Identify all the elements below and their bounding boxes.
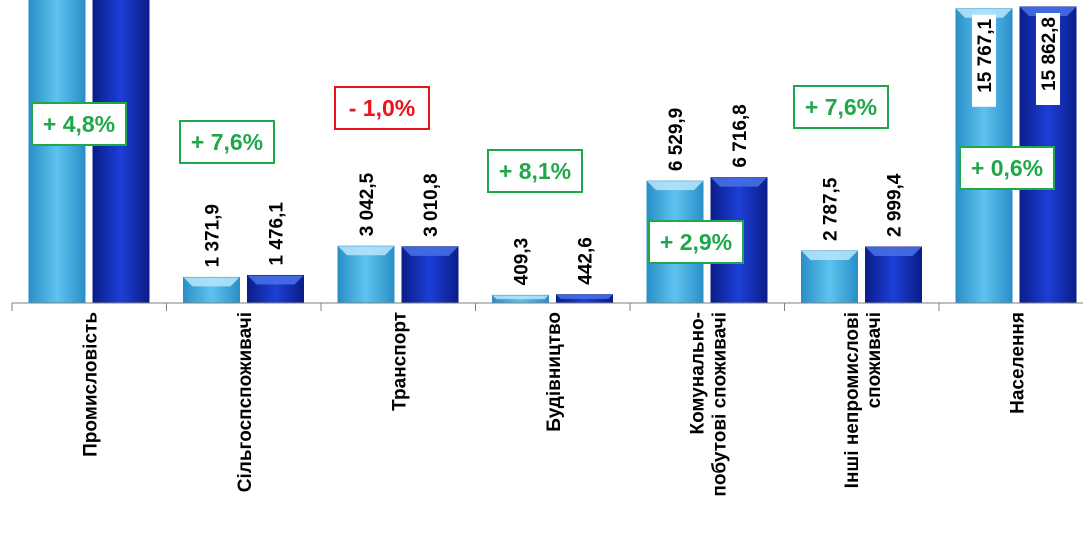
- bar-body: [28, 0, 86, 304]
- bar: [556, 294, 613, 304]
- value-label: 2 999,4: [885, 173, 906, 237]
- bar: [183, 276, 240, 304]
- bar: [801, 250, 858, 304]
- change-annotation: + 4,8%: [31, 102, 127, 146]
- bar-bevel: [492, 295, 549, 300]
- change-text: + 7,6%: [805, 94, 877, 120]
- value-label: 3 042,5: [357, 172, 378, 236]
- category-label: Будівництво: [544, 312, 565, 432]
- bar-body: [92, 0, 150, 304]
- value-label: 409,3: [512, 238, 533, 286]
- change-text: + 0,6%: [971, 155, 1043, 181]
- value-label: 442,6: [576, 237, 597, 285]
- category-label: Населення: [1007, 312, 1028, 414]
- category-label: споживачі: [864, 312, 885, 408]
- category-label: Інші непромислові: [842, 312, 863, 488]
- change-text: + 4,8%: [43, 111, 115, 137]
- category-label: Сільгоспспоживачі: [235, 312, 256, 492]
- bar-bevel: [865, 247, 922, 257]
- bar-bevel: [711, 177, 767, 187]
- category-label: Транспорт: [389, 312, 410, 411]
- change-text: + 7,6%: [191, 129, 263, 155]
- bar-bevel: [402, 246, 458, 256]
- change-box: [334, 86, 430, 130]
- bar-bevel: [247, 275, 304, 285]
- category-label: Промисловість: [80, 312, 101, 457]
- value-label: 15 767,1: [975, 18, 996, 92]
- value-label-bg: [1036, 13, 1060, 105]
- change-annotation: - 1,0%: [334, 86, 430, 130]
- bar: [865, 246, 922, 304]
- value-label-bg: [972, 14, 996, 107]
- value-label: 6 716,8: [730, 104, 751, 167]
- change-box: [31, 102, 127, 146]
- change-annotation: + 7,6%: [793, 85, 889, 129]
- change-annotation: + 8,1%: [487, 149, 583, 193]
- value-label: 3 010,8: [421, 173, 442, 236]
- bar: [247, 274, 304, 304]
- bar-bevel: [956, 8, 1012, 18]
- bar-bevel: [338, 246, 394, 256]
- bar-body: [401, 246, 459, 304]
- value-label: 6 529,9: [666, 108, 687, 171]
- change-annotation: + 0,6%: [959, 146, 1055, 190]
- bar: [28, 0, 86, 304]
- change-box: [793, 85, 889, 129]
- category-label: побутові споживачі: [709, 312, 730, 497]
- bar-bevel: [647, 181, 703, 191]
- change-text: - 1,0%: [349, 95, 415, 121]
- change-text: + 2,9%: [660, 229, 732, 255]
- bar: [92, 0, 150, 304]
- value-label: 15 862,8: [1039, 17, 1060, 91]
- category-label: Комунально-: [687, 312, 708, 435]
- value-label: 1 371,9: [203, 204, 224, 267]
- bar: [337, 245, 395, 304]
- bar-bevel: [183, 277, 240, 287]
- bar-bevel: [1020, 7, 1076, 16]
- bar: [401, 246, 459, 304]
- change-box: [648, 220, 744, 264]
- change-annotation: + 2,9%: [648, 220, 744, 264]
- bar-bevel: [556, 294, 613, 299]
- change-text: + 8,1%: [499, 158, 571, 184]
- bar-body: [337, 245, 395, 304]
- change-annotation: + 7,6%: [179, 120, 275, 164]
- value-label: 1 476,1: [267, 202, 288, 266]
- bar: [492, 294, 549, 304]
- bar-bevel: [801, 250, 858, 260]
- change-box: [487, 149, 583, 193]
- change-box: [179, 120, 275, 164]
- value-label: 2 787,5: [821, 177, 842, 241]
- change-box: [959, 146, 1055, 190]
